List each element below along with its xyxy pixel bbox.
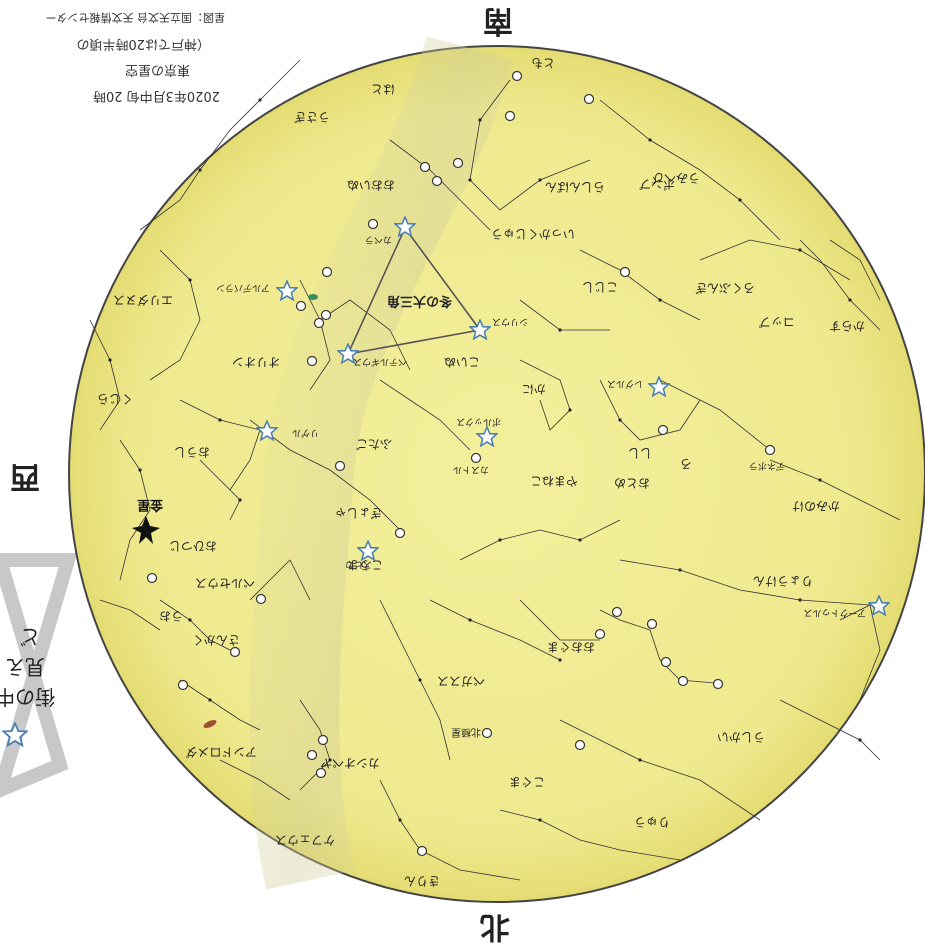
legend-line2: 見え <box>5 655 45 679</box>
star-labels: カペラ アルデバラン シリウス ベテルギウス レグルス リゲル ポルックス カス… <box>216 234 866 618</box>
legend: 街の中 見え ど <box>0 553 78 798</box>
label-rashinban: らしんばん <box>545 180 605 194</box>
label-ookami: おおいぬ <box>347 178 395 192</box>
label-yamaneko: やまねこ <box>530 474 578 488</box>
label-ryuu: りゅう <box>634 815 670 829</box>
label-perseus: ペルセウス <box>195 576 255 590</box>
label-spica: スピカ <box>345 559 372 570</box>
label-pump: ポンプ <box>639 177 675 191</box>
label-kirin: こうま <box>347 558 383 572</box>
label-koinu: こいぬ <box>444 355 480 369</box>
label-orion: オリオン <box>232 355 280 369</box>
label-andromeda: アンドロメダ <box>185 745 257 760</box>
label-umihebi: うみへび <box>652 171 700 185</box>
label-kani: かに <box>522 382 546 396</box>
label-tomo: とも <box>531 56 555 70</box>
legend-triangle <box>0 553 78 798</box>
label-koguma: こぐま <box>509 775 545 789</box>
label-ro: うお <box>159 609 183 623</box>
label-gyosha: ぎょしゃ <box>335 506 382 520</box>
direction-north: 北 <box>480 909 510 944</box>
label-kojishi: こじし <box>582 280 618 294</box>
label-eridanus: エリダヌス <box>113 293 173 308</box>
galaxy-icon <box>203 719 217 729</box>
venus-label: 金星 <box>137 497 164 513</box>
label-aldebaran: アルデバラン <box>216 282 270 294</box>
label-cepheus: ケフェウス <box>275 833 335 847</box>
header-line1: 2020年3月中旬 20時 <box>93 88 220 103</box>
label-castor: カストル <box>453 464 489 475</box>
constellation-lines <box>89 59 901 881</box>
label-hakuchou: きりん <box>404 874 440 888</box>
label-ryouken: りょうけん <box>753 574 813 588</box>
label-sankaku: さんかく <box>192 633 240 647</box>
label-rigel: リゲル <box>292 427 319 439</box>
label-arcturus: アークトゥルス <box>804 607 866 618</box>
label-rokubungi: ろくぶんぎ <box>695 281 755 295</box>
label-karasu: からす <box>829 319 865 333</box>
label-hato: はと <box>371 82 395 96</box>
label-futago: ふたご <box>356 437 392 452</box>
direction-west: 西 <box>10 459 40 494</box>
label-kujira: くじら <box>97 392 133 406</box>
faint-stars <box>108 98 862 822</box>
winter-triangle-label: 冬の大三角 <box>387 293 452 309</box>
label-shishi: しし <box>628 446 652 460</box>
winter-triangle-lines <box>346 226 482 356</box>
label-ohitsuji: おひつじ <box>169 539 217 553</box>
legend-line3: ど <box>20 625 40 649</box>
label-sirius: シリウス <box>492 316 528 327</box>
label-regulus: レグルス <box>607 378 643 390</box>
bright-stars <box>146 70 776 857</box>
constellation-labels: とも はと うさぎ エリダヌス オリオン いっかくじゅう おおいぬ こいぬ うみ… <box>97 56 865 888</box>
label-betelgeuse: ベテルギウス <box>353 356 407 367</box>
header: 2020年3月中旬 20時 東京の星空 （神戸では20時半頃の 星図：国立天文台… <box>46 11 226 103</box>
legend-line1: 街の中 <box>0 685 55 709</box>
direction-south: 南 <box>483 3 513 38</box>
label-kouma: ろ <box>680 457 692 471</box>
label-oushi: おうし <box>174 445 210 459</box>
label-otome: おとめ <box>614 476 650 490</box>
label-usagi: うさぎ <box>294 110 330 124</box>
label-ooguma: おおぐま <box>547 640 595 654</box>
label-pollux: ポルックス <box>456 416 501 427</box>
label-kaminoke: かみのけ <box>792 499 840 513</box>
venus-marker: 金星 <box>132 497 164 544</box>
label-ushikai: うしかい <box>717 730 765 744</box>
header-line3: （神戸では20時半頃の <box>76 36 210 51</box>
nebula-icon <box>308 294 318 300</box>
label-capella: カペラ <box>365 234 392 245</box>
label-denebola: デネボラ <box>749 460 785 472</box>
header-line4: 星図：国立天文台 天文情報センター <box>46 11 226 25</box>
label-uo: ペガスス <box>437 674 485 688</box>
polaris-label: 北極星 <box>451 726 481 739</box>
label-cassiopeia: カシオペヤ <box>320 756 380 770</box>
label-monoceros: いっかくじゅう <box>491 227 575 241</box>
label-cup: コップ <box>759 315 795 329</box>
header-line2: 東京の星空 <box>125 62 190 78</box>
